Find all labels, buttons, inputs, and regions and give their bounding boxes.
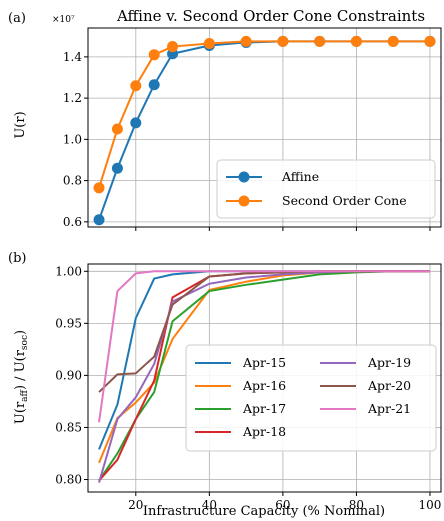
data-point <box>277 35 289 47</box>
data-point <box>167 41 179 53</box>
y-tick-label: 1.2 <box>63 91 82 105</box>
panel-b-xlabel: Infrastructure Capacity (% Nominal) <box>143 504 385 519</box>
data-point <box>93 214 105 226</box>
panel-b-ylabel: U(raff) / U(rsoc) <box>13 330 30 424</box>
x-tick-label: 80 <box>349 498 364 512</box>
legend-marker <box>238 195 250 207</box>
legend-label: Apr-16 <box>242 378 286 393</box>
y-tick-label: 0.95 <box>55 316 82 330</box>
panel-b-tag: (b) <box>8 251 26 266</box>
data-point <box>111 123 123 135</box>
data-point <box>148 79 160 91</box>
data-point <box>111 162 123 174</box>
data-point <box>350 35 362 47</box>
data-point <box>148 49 160 61</box>
y-tick-label: 0.6 <box>63 215 82 229</box>
y-tick-label: 0.8 <box>63 174 82 188</box>
x-tick-label: 40 <box>202 498 217 512</box>
panel-a: (a) ×10⁷ Affine v. Second Order Cone Con… <box>8 7 442 231</box>
panel-a-legend: Affine Second Order Cone <box>216 159 436 219</box>
legend-label: Affine <box>281 169 319 184</box>
panel-a-title: Affine v. Second Order Cone Constraints <box>116 7 425 25</box>
data-point <box>387 35 399 47</box>
y-tick-label: 0.80 <box>55 473 82 487</box>
panel-a-series <box>93 35 436 226</box>
panel-a-frame <box>87 27 442 228</box>
panel-b: (b) U(raff) / U(rsoc) 0.80 0.85 0.90 0.95 1.… <box>8 251 442 519</box>
panel-a-x-ticks <box>135 227 431 231</box>
data-point <box>240 35 252 47</box>
legend-label: Apr-20 <box>367 378 411 393</box>
series-line-second-order-cone <box>98 40 430 189</box>
y-tick-label: 0.85 <box>55 420 82 434</box>
data-point <box>130 117 142 129</box>
panel-b-frame <box>87 263 442 493</box>
panel-a-y-ticks: 0.6 0.8 1.0 1.2 1.4 <box>63 50 88 229</box>
panel-b-x-ticks: 20 40 60 80 100 <box>128 492 441 512</box>
panel-a-y-multiplier: ×10⁷ <box>52 15 75 25</box>
legend-label: Second Order Cone <box>282 193 407 208</box>
panel-a-tag: (a) <box>8 11 26 26</box>
x-tick-label: 60 <box>275 498 290 512</box>
x-tick-label: 100 <box>419 498 442 512</box>
legend-label: Apr-18 <box>242 424 286 439</box>
legend-marker <box>238 171 250 183</box>
y-tick-label: 1.00 <box>55 264 82 278</box>
data-point <box>314 35 326 47</box>
panel-b-y-ticks: 0.80 0.85 0.90 0.95 1.00 <box>55 264 88 487</box>
data-point <box>130 80 142 92</box>
panel-a-ylabel: U(r) <box>13 111 28 138</box>
data-point <box>424 35 436 47</box>
y-tick-label: 1.0 <box>63 132 82 146</box>
y-tick-label: 0.90 <box>55 368 82 382</box>
legend-label: Apr-21 <box>367 401 411 416</box>
legend-label: Apr-17 <box>242 401 286 416</box>
legend-box <box>185 344 437 452</box>
legend-label: Apr-15 <box>242 355 286 370</box>
y-tick-label: 1.4 <box>63 50 82 64</box>
x-tick-label: 20 <box>128 498 143 512</box>
data-point <box>203 37 215 49</box>
panel-b-legend: Apr-15 Apr-16 Apr-17 Apr-18 Apr-19 Apr-20 Apr-… <box>185 344 437 452</box>
data-point <box>93 182 105 194</box>
legend-box <box>216 159 436 219</box>
panel-b-series <box>98 270 430 483</box>
series-line-apr-21 <box>98 270 430 423</box>
legend-label: Apr-19 <box>367 355 411 370</box>
